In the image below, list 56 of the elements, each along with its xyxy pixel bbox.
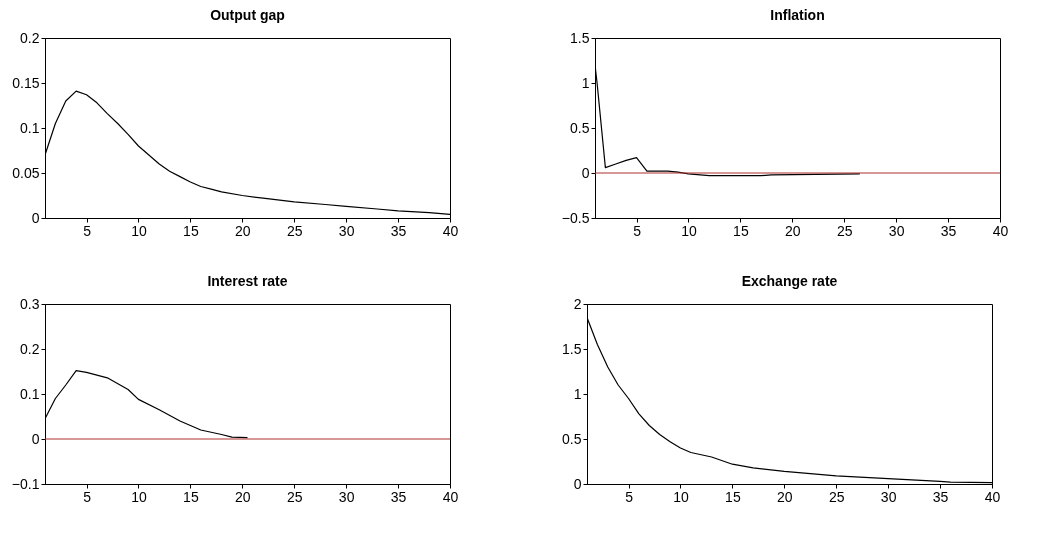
chart-title: Exchange rate bbox=[741, 273, 838, 289]
x-tick-label: 35 bbox=[940, 222, 957, 239]
chart-title: Interest rate bbox=[207, 273, 288, 289]
y-tick-label: 0.05 bbox=[12, 164, 40, 181]
y-tick-label: 0.2 bbox=[20, 340, 40, 357]
y-tick-label: 1 bbox=[573, 385, 582, 402]
chart-title: Output gap bbox=[210, 7, 285, 23]
x-tick-label: 5 bbox=[633, 222, 642, 239]
x-tick-label: 25 bbox=[286, 488, 303, 505]
x-tick-label: 10 bbox=[673, 488, 689, 505]
y-tick-label: 0 bbox=[581, 164, 590, 181]
x-tick-label: 25 bbox=[286, 222, 303, 239]
y-tick-label: 1.5 bbox=[570, 29, 590, 46]
x-tick-label: 20 bbox=[235, 488, 251, 505]
x-tick-label: 10 bbox=[681, 222, 697, 239]
x-tick-label: 25 bbox=[836, 222, 853, 239]
x-tick-label: 10 bbox=[131, 488, 147, 505]
x-tick-label: 20 bbox=[785, 222, 801, 239]
y-tick-label: −0.5 bbox=[561, 209, 590, 226]
y-tick-label: 0.5 bbox=[562, 430, 582, 447]
x-tick-label: 5 bbox=[83, 488, 92, 505]
x-tick-label: 20 bbox=[235, 222, 251, 239]
y-tick-label: 0 bbox=[31, 209, 40, 226]
x-tick-label: 15 bbox=[725, 488, 741, 505]
x-tick-label: 10 bbox=[131, 222, 147, 239]
y-tick-label: 0.15 bbox=[12, 74, 40, 91]
x-tick-label: 35 bbox=[932, 488, 949, 505]
y-tick-label: 1 bbox=[581, 74, 590, 91]
x-tick-label: 30 bbox=[888, 222, 905, 239]
y-tick-label: 0.3 bbox=[20, 295, 40, 312]
y-tick-label: 1.5 bbox=[562, 340, 582, 357]
x-tick-label: 30 bbox=[338, 488, 355, 505]
x-tick-label: 40 bbox=[442, 222, 459, 239]
x-tick-label: 5 bbox=[625, 488, 634, 505]
x-tick-label: 5 bbox=[83, 222, 92, 239]
y-tick-label: 0.5 bbox=[570, 119, 590, 136]
x-tick-label: 40 bbox=[984, 488, 1001, 505]
x-tick-label: 25 bbox=[828, 488, 845, 505]
y-tick-label: 0 bbox=[31, 430, 40, 447]
chart-title: Inflation bbox=[770, 7, 825, 23]
x-tick-label: 35 bbox=[390, 488, 407, 505]
x-tick-label: 35 bbox=[390, 222, 407, 239]
x-tick-label: 20 bbox=[777, 488, 793, 505]
x-tick-label: 30 bbox=[880, 488, 897, 505]
y-tick-label: 0.2 bbox=[20, 29, 40, 46]
x-tick-label: 15 bbox=[183, 488, 199, 505]
x-tick-label: 15 bbox=[183, 222, 199, 239]
y-tick-label: 0.1 bbox=[20, 119, 40, 136]
y-tick-label: 0 bbox=[573, 475, 582, 492]
y-tick-label: −0.1 bbox=[11, 475, 40, 492]
x-tick-label: 40 bbox=[442, 488, 459, 505]
x-tick-label: 15 bbox=[733, 222, 749, 239]
x-tick-label: 40 bbox=[992, 222, 1009, 239]
y-tick-label: 2 bbox=[573, 295, 582, 312]
x-tick-label: 30 bbox=[338, 222, 355, 239]
y-tick-label: 0.1 bbox=[20, 385, 40, 402]
